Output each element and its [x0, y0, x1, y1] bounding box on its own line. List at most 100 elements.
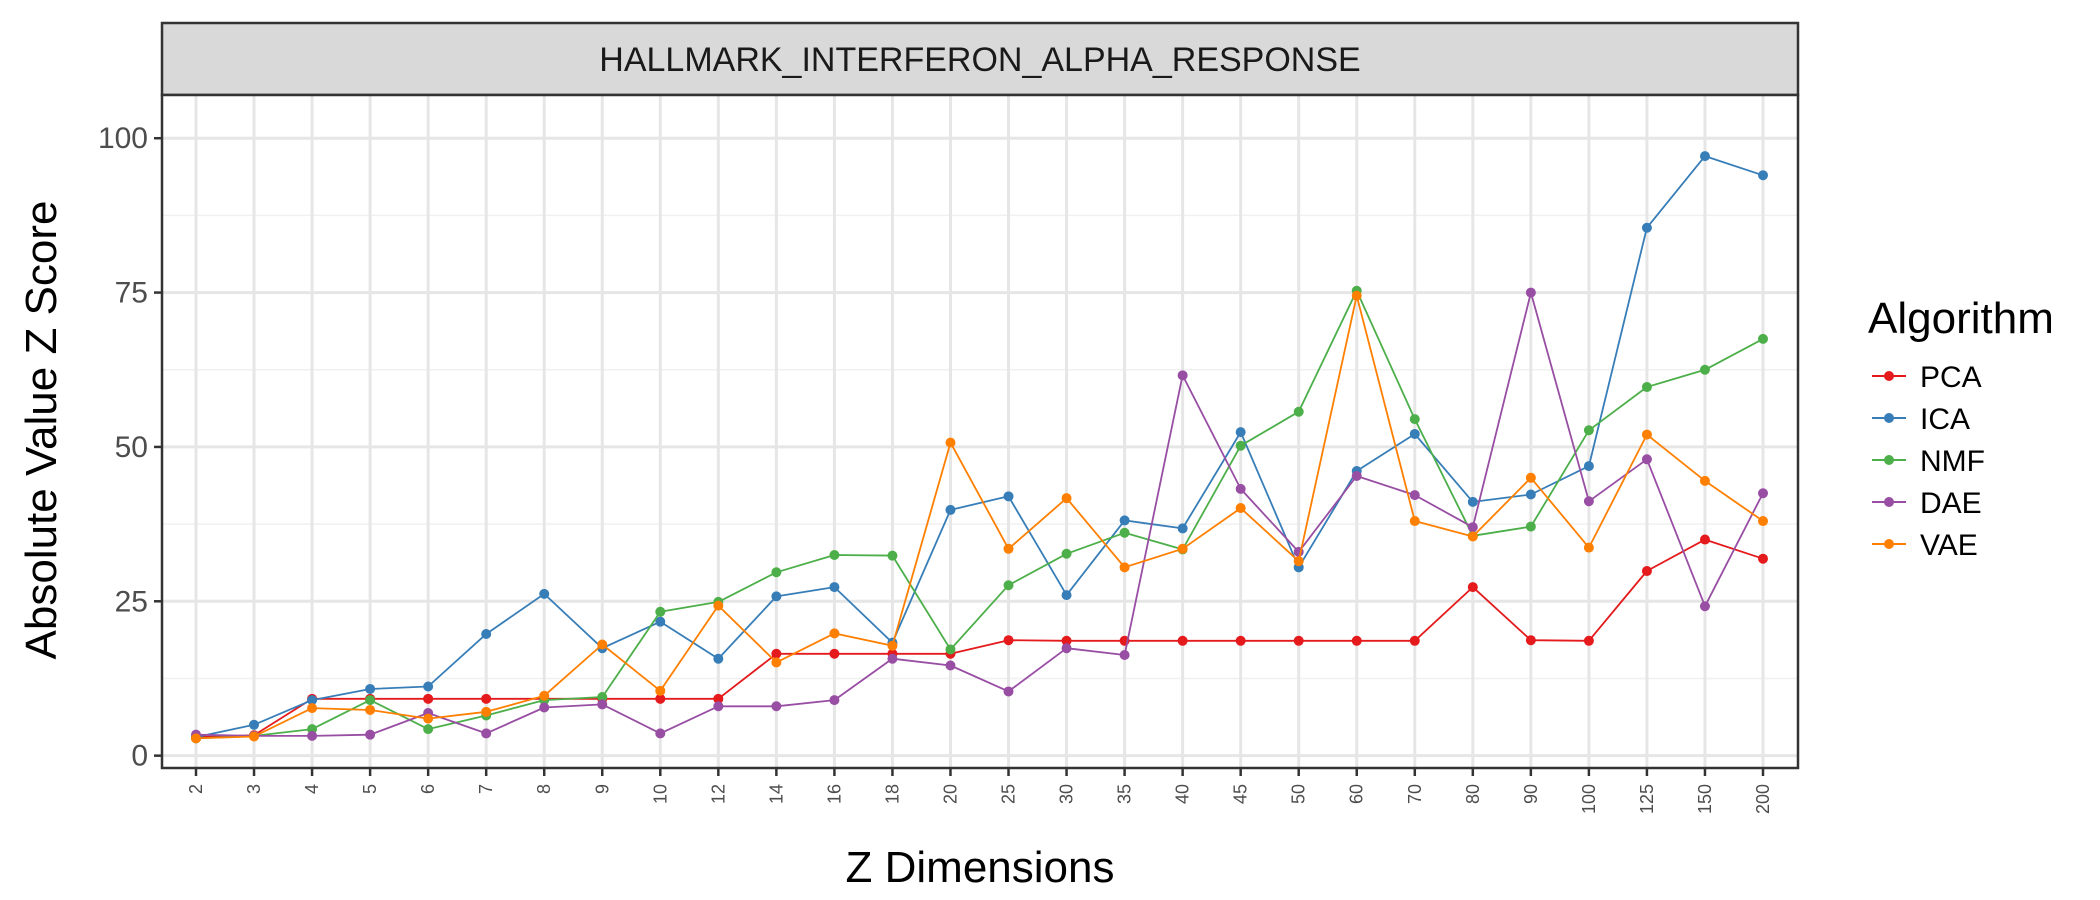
- data-point-dae: [945, 660, 956, 671]
- series-layer: [191, 151, 1768, 744]
- data-point-pca: [1003, 635, 1014, 646]
- data-point-ica: [655, 616, 666, 627]
- data-point-nmf: [1583, 425, 1594, 436]
- series-line-dae: [195, 291, 1764, 737]
- data-point-nmf: [1003, 580, 1014, 591]
- data-point-dae: [1235, 483, 1246, 494]
- x-tick-label: 3: [244, 784, 264, 794]
- data-point-vae: [481, 706, 492, 717]
- data-point-vae: [829, 628, 840, 639]
- legend: Algorithm PCA ICA NMF DAE VAE: [1868, 294, 2054, 562]
- data-point-nmf: [945, 644, 956, 655]
- series-ica: [191, 151, 1768, 743]
- data-point-vae: [1641, 429, 1652, 440]
- data-point-nmf: [1525, 521, 1536, 532]
- data-point-dae: [1583, 496, 1594, 507]
- data-point-vae: [1699, 475, 1710, 486]
- data-point-vae: [1758, 516, 1768, 527]
- data-point-vae: [1525, 472, 1536, 483]
- data-point-nmf: [887, 550, 898, 561]
- data-point-dae: [307, 730, 318, 741]
- data-point-ica: [713, 653, 724, 664]
- x-tick-label: 6: [418, 784, 438, 794]
- data-point-ica: [1235, 427, 1246, 438]
- data-point-vae: [1293, 556, 1304, 567]
- data-point-ica: [365, 683, 376, 694]
- legend-title: Algorithm: [1868, 294, 2054, 343]
- data-point-ica: [1699, 151, 1710, 162]
- x-tick-label: 45: [1231, 784, 1251, 804]
- legend-item-pca: PCA: [1872, 361, 1982, 394]
- data-point-ica: [1177, 523, 1188, 534]
- y-tick-label: 0: [131, 740, 148, 773]
- x-tick-label: 40: [1173, 784, 1193, 804]
- data-point-vae: [887, 640, 898, 651]
- data-point-ica: [539, 588, 550, 599]
- series-line-ica: [195, 155, 1764, 738]
- x-tick-label: 2: [186, 784, 206, 794]
- data-point-pca: [1525, 635, 1536, 646]
- data-point-dae: [365, 729, 376, 740]
- data-point-dae: [829, 695, 840, 706]
- legend-label: NMF: [1920, 445, 1985, 478]
- data-point-dae: [655, 728, 666, 739]
- x-tick-label: 9: [592, 784, 612, 794]
- x-tick-label: 80: [1463, 784, 1483, 804]
- data-point-pca: [1641, 566, 1652, 577]
- data-point-pca: [655, 693, 666, 704]
- data-point-pca: [1583, 635, 1594, 646]
- data-point-vae: [771, 657, 782, 668]
- y-tick-label: 100: [98, 122, 148, 155]
- data-point-pca: [1467, 582, 1478, 593]
- data-point-pca: [423, 693, 434, 704]
- data-point-nmf: [365, 695, 376, 706]
- data-point-vae: [1003, 543, 1014, 554]
- data-point-dae: [1467, 522, 1478, 533]
- data-point-vae: [655, 685, 666, 696]
- data-point-nmf: [1235, 440, 1246, 451]
- data-point-dae: [1351, 470, 1362, 481]
- legend-key-point: [1884, 371, 1894, 381]
- data-point-dae: [771, 701, 782, 712]
- data-point-vae: [1177, 543, 1188, 554]
- data-point-nmf: [597, 691, 608, 702]
- x-axis: 2 3 4 5 6 7 8 9 10 12 14 16 18 20 25 30 35 40 45 50 60 70 80 90…: [186, 768, 1773, 814]
- series-dae: [191, 287, 1768, 741]
- data-point-dae: [713, 701, 724, 712]
- data-point-vae: [713, 600, 724, 611]
- legend-item-vae: VAE: [1872, 529, 1978, 562]
- data-point-pca: [1758, 553, 1768, 564]
- data-point-dae: [1119, 650, 1130, 661]
- data-point-vae: [307, 703, 318, 714]
- data-point-vae: [1409, 516, 1420, 527]
- data-point-nmf: [1061, 548, 1072, 559]
- data-point-ica: [1119, 515, 1130, 526]
- data-point-dae: [597, 699, 608, 710]
- data-point-vae: [1061, 493, 1072, 504]
- series-line-vae: [195, 294, 1764, 740]
- legend-key-point: [1884, 539, 1894, 549]
- x-tick-label: 50: [1289, 784, 1309, 804]
- legend-key-point: [1884, 455, 1894, 465]
- x-tick-label: 70: [1405, 784, 1425, 804]
- data-point-dae: [539, 702, 550, 713]
- data-point-vae: [539, 690, 550, 701]
- x-tick-label: 5: [360, 784, 380, 794]
- data-point-dae: [1525, 287, 1536, 298]
- x-tick-label: 4: [302, 784, 322, 794]
- data-point-vae: [423, 713, 434, 724]
- data-point-ica: [1758, 170, 1768, 181]
- x-tick-label: 60: [1347, 784, 1367, 804]
- data-point-nmf: [829, 549, 840, 560]
- data-point-ica: [1525, 489, 1536, 500]
- plot-panel: [162, 95, 1798, 768]
- x-tick-label: 20: [940, 784, 960, 804]
- y-tick-label: 75: [115, 277, 148, 310]
- data-point-vae: [1583, 542, 1594, 553]
- x-tick-label: 16: [824, 784, 844, 804]
- legend-item-dae: DAE: [1872, 487, 1982, 520]
- data-point-dae: [1758, 488, 1768, 499]
- data-point-nmf: [771, 567, 782, 578]
- data-point-dae: [1641, 454, 1652, 465]
- data-point-ica: [1409, 428, 1420, 439]
